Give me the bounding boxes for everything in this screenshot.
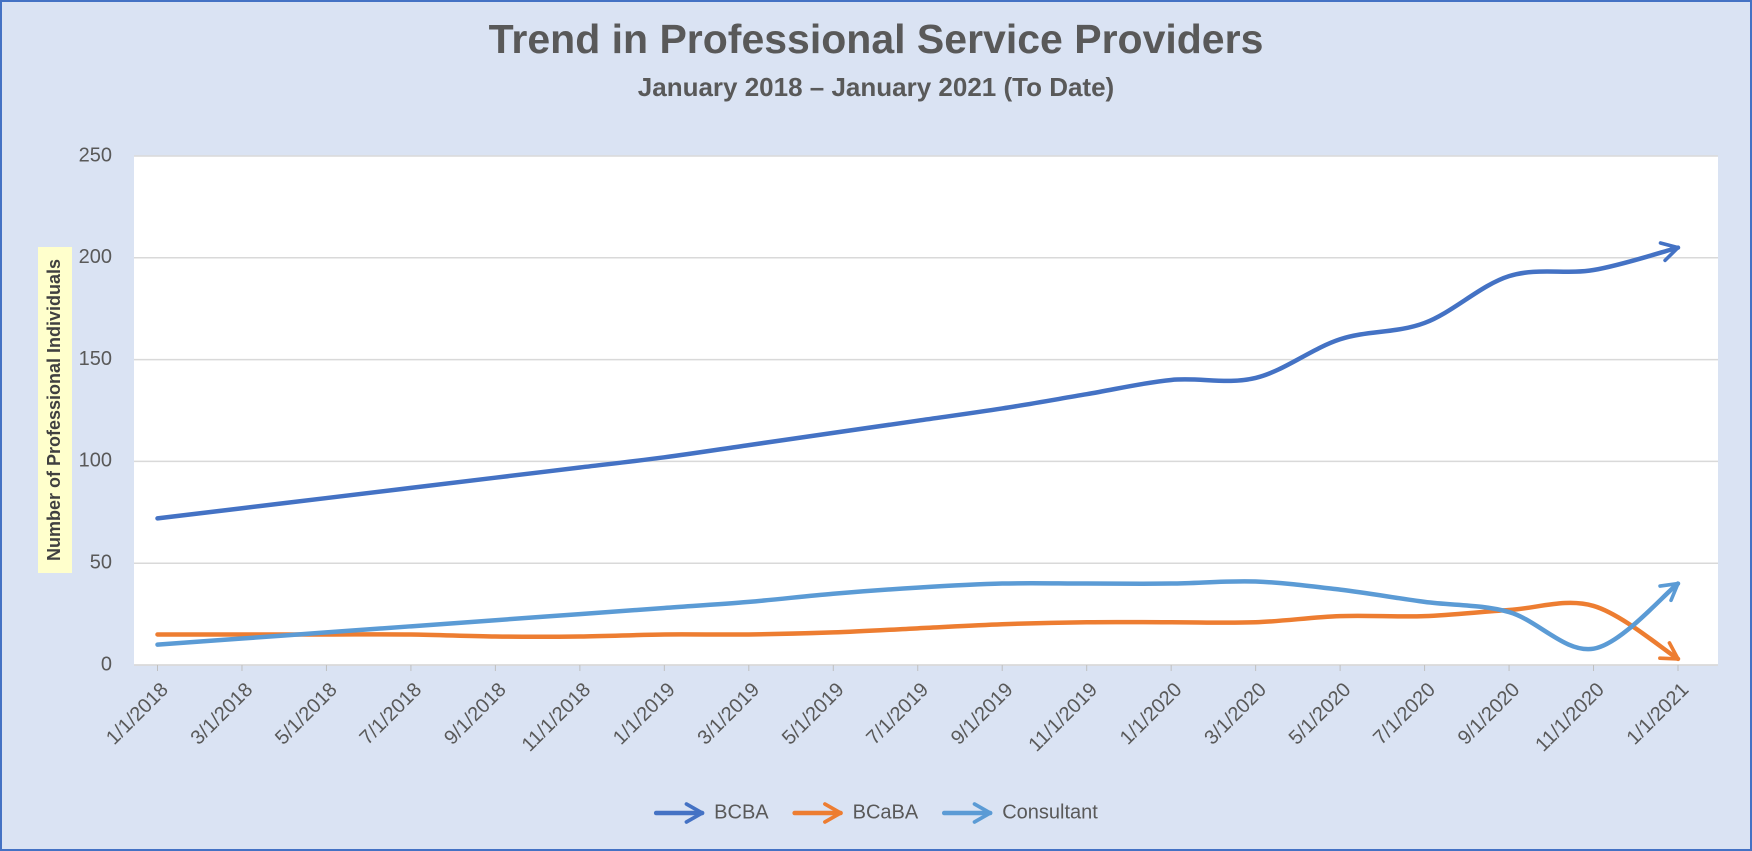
y-label-highlight [38, 247, 72, 573]
series-line [155, 600, 1681, 662]
series-line [155, 241, 1681, 521]
legend-label: Consultant [1002, 801, 1098, 823]
y-tick-label: 250 [79, 144, 112, 166]
series-line [155, 579, 1681, 652]
chart-title: Trend in Professional Service Providers [489, 16, 1264, 62]
y-tick-label: 100 [79, 450, 112, 472]
chart-subtitle: January 2018 – January 2021 (To Date) [638, 72, 1114, 102]
y-tick-label: 0 [101, 653, 112, 675]
y-axis-label: Number of Professional Individuals [44, 259, 64, 561]
legend-label: BCaBA [853, 801, 919, 823]
y-tick-label: 200 [79, 246, 112, 268]
legend-label: BCBA [714, 801, 769, 823]
y-tick-label: 150 [79, 348, 112, 370]
plot-area [134, 156, 1718, 665]
y-tick-label: 50 [90, 551, 112, 573]
